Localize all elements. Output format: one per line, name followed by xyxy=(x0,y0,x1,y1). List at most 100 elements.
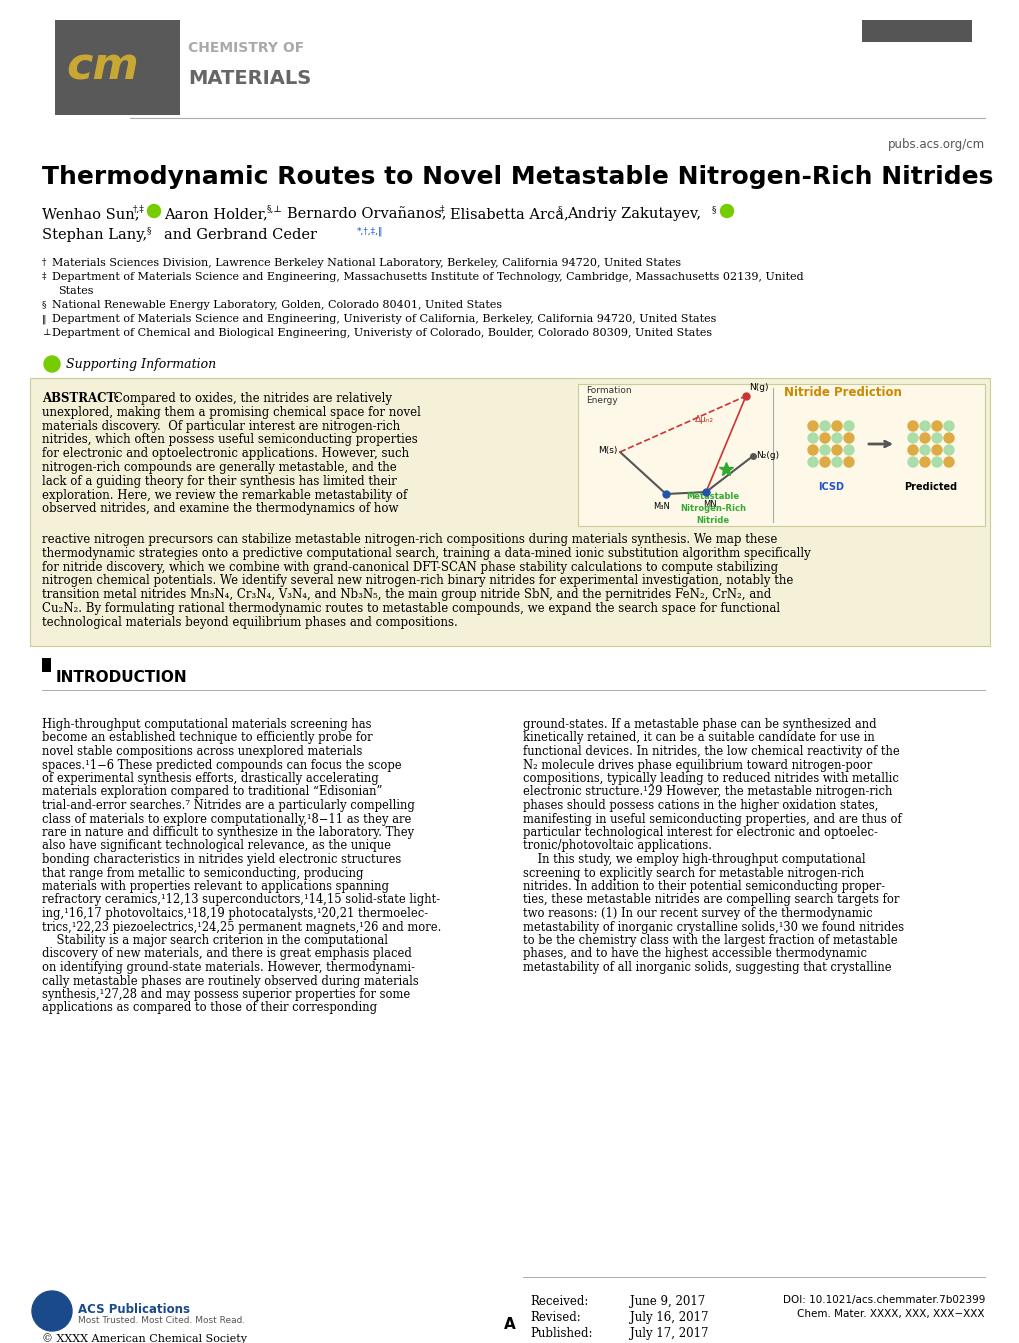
Circle shape xyxy=(807,445,817,455)
Circle shape xyxy=(832,445,841,455)
Circle shape xyxy=(843,420,853,431)
Text: also have significant technological relevance, as the unique: also have significant technological rele… xyxy=(42,839,390,853)
Circle shape xyxy=(843,445,853,455)
Text: synthesis,¹27,28 and may possess superior properties for some: synthesis,¹27,28 and may possess superio… xyxy=(42,988,410,1001)
Text: Thermodynamic Routes to Novel Metastable Nitrogen-Rich Nitrides: Thermodynamic Routes to Novel Metastable… xyxy=(42,165,993,189)
Text: pubs.acs.org/cm: pubs.acs.org/cm xyxy=(887,138,984,150)
Text: ‡: ‡ xyxy=(42,273,47,281)
Circle shape xyxy=(943,445,953,455)
Text: metastability of all inorganic solids, suggesting that crystalline: metastability of all inorganic solids, s… xyxy=(523,962,891,974)
Circle shape xyxy=(907,432,917,443)
Text: of experimental synthesis efforts, drastically accelerating: of experimental synthesis efforts, drast… xyxy=(42,772,378,786)
Text: nitrides, which often possess useful semiconducting properties: nitrides, which often possess useful sem… xyxy=(42,434,418,446)
Text: Δμₙ₂: Δμₙ₂ xyxy=(694,415,713,423)
Text: Materials Sciences Division, Lawrence Berkeley National Laboratory, Berkeley, Ca: Materials Sciences Division, Lawrence Be… xyxy=(52,258,681,269)
Bar xyxy=(578,384,984,526)
Text: July 17, 2017: July 17, 2017 xyxy=(630,1327,708,1340)
Text: thermodynamic strategies onto a predictive computational search, training a data: thermodynamic strategies onto a predicti… xyxy=(42,547,810,560)
Text: materials exploration compared to traditional “Edisonian”: materials exploration compared to tradit… xyxy=(42,786,382,799)
Circle shape xyxy=(907,420,917,431)
Text: iD: iD xyxy=(723,208,730,214)
Text: Most Trusted. Most Cited. Most Read.: Most Trusted. Most Cited. Most Read. xyxy=(77,1316,245,1326)
Text: Stability is a major search criterion in the computational: Stability is a major search criterion in… xyxy=(42,933,387,947)
Text: ⊥: ⊥ xyxy=(42,328,51,337)
Text: transition metal nitrides Mn₃N₄, Cr₃N₄, V₃N₄, and Nb₃N₅, the main group nitride : transition metal nitrides Mn₃N₄, Cr₃N₄, … xyxy=(42,588,770,602)
Text: N₂(g): N₂(g) xyxy=(755,451,779,461)
Text: Published:: Published: xyxy=(530,1327,592,1340)
Circle shape xyxy=(919,445,929,455)
Text: Stephan Lany,: Stephan Lany, xyxy=(42,228,147,242)
Text: S: S xyxy=(48,359,56,369)
Circle shape xyxy=(44,356,60,372)
Text: Bernardo Orvañanos,: Bernardo Orvañanos, xyxy=(286,207,446,222)
Text: become an established technique to efficiently probe for: become an established technique to effic… xyxy=(42,732,372,744)
Text: ground-states. If a metastable phase can be synthesized and: ground-states. If a metastable phase can… xyxy=(523,719,875,731)
Text: §: § xyxy=(147,226,152,235)
Text: §: § xyxy=(42,299,47,309)
Circle shape xyxy=(931,457,942,467)
Text: Elisabetta Arca,: Elisabetta Arca, xyxy=(449,207,569,222)
Text: applications as compared to those of their corresponding: applications as compared to those of the… xyxy=(42,1002,377,1014)
Text: on identifying ground-state materials. However, thermodynami-: on identifying ground-state materials. H… xyxy=(42,962,415,974)
Circle shape xyxy=(943,420,953,431)
Text: tronic/photovoltaic applications.: tronic/photovoltaic applications. xyxy=(523,839,711,853)
Text: §: § xyxy=(711,205,715,214)
Circle shape xyxy=(919,457,929,467)
Text: phases, and to have the highest accessible thermodynamic: phases, and to have the highest accessib… xyxy=(523,948,866,960)
Text: ‡: ‡ xyxy=(439,205,444,214)
Circle shape xyxy=(907,457,917,467)
Text: technological materials beyond equilibrium phases and compositions.: technological materials beyond equilibri… xyxy=(42,616,458,629)
Text: Chem. Mater. XXXX, XXX, XXX−XXX: Chem. Mater. XXXX, XXX, XXX−XXX xyxy=(797,1309,984,1319)
Text: Andriy Zakutayev,: Andriy Zakutayev, xyxy=(567,207,700,222)
Text: ACS: ACS xyxy=(40,1305,64,1316)
Text: nitrogen-rich compounds are generally metastable, and the: nitrogen-rich compounds are generally me… xyxy=(42,461,396,474)
Text: and Gerbrand Ceder: and Gerbrand Ceder xyxy=(164,228,317,242)
Text: †: † xyxy=(42,258,46,267)
Circle shape xyxy=(32,1291,72,1331)
Circle shape xyxy=(807,420,817,431)
Bar xyxy=(861,20,971,42)
Circle shape xyxy=(931,432,942,443)
Text: Department of Materials Science and Engineering, Univeristy of California, Berke: Department of Materials Science and Engi… xyxy=(52,314,715,324)
Text: ties, these metastable nitrides are compelling search targets for: ties, these metastable nitrides are comp… xyxy=(523,893,899,907)
Text: unexplored, making them a promising chemical space for novel: unexplored, making them a promising chem… xyxy=(42,406,421,419)
Circle shape xyxy=(843,457,853,467)
Text: A: A xyxy=(503,1317,516,1332)
Text: observed nitrides, and examine the thermodynamics of how: observed nitrides, and examine the therm… xyxy=(42,502,398,516)
Text: MATERIALS: MATERIALS xyxy=(187,68,311,87)
Text: National Renewable Energy Laboratory, Golden, Colorado 80401, United States: National Renewable Energy Laboratory, Go… xyxy=(52,299,501,310)
Text: functional devices. In nitrides, the low chemical reactivity of the: functional devices. In nitrides, the low… xyxy=(523,745,899,757)
Text: class of materials to explore computationally,¹8−11 as they are: class of materials to explore computatio… xyxy=(42,813,411,826)
Text: bonding characteristics in nitrides yield electronic structures: bonding characteristics in nitrides yiel… xyxy=(42,853,400,866)
Text: novel stable compositions across unexplored materials: novel stable compositions across unexplo… xyxy=(42,745,362,757)
Text: Compared to oxides, the nitrides are relatively: Compared to oxides, the nitrides are rel… xyxy=(110,392,391,406)
Text: for nitride discovery, which we combine with grand-canonical DFT-SCAN phase stab: for nitride discovery, which we combine … xyxy=(42,560,777,573)
Text: States: States xyxy=(58,286,94,295)
Text: Wenhao Sun,: Wenhao Sun, xyxy=(42,207,140,222)
Text: §,⊥: §,⊥ xyxy=(267,205,282,214)
Bar xyxy=(55,20,179,115)
Circle shape xyxy=(919,432,929,443)
Text: CHEMISTRY OF: CHEMISTRY OF xyxy=(187,42,304,55)
Text: M₃N: M₃N xyxy=(653,502,669,510)
Circle shape xyxy=(931,420,942,431)
Text: particular technological interest for electronic and optoelec-: particular technological interest for el… xyxy=(523,826,877,839)
Text: N₂ molecule drives phase equilibrium toward nitrogen-poor: N₂ molecule drives phase equilibrium tow… xyxy=(523,759,871,771)
Circle shape xyxy=(931,445,942,455)
Text: July 16, 2017: July 16, 2017 xyxy=(630,1311,708,1324)
Text: exploration. Here, we review the remarkable metastability of: exploration. Here, we review the remarka… xyxy=(42,489,407,501)
Text: Supporting Information: Supporting Information xyxy=(66,359,216,371)
Text: ACS Publications: ACS Publications xyxy=(77,1303,190,1316)
Text: Revised:: Revised: xyxy=(530,1311,580,1324)
Text: iD: iD xyxy=(151,208,157,214)
Text: Department of Materials Science and Engineering, Massachusetts Institute of Tech: Department of Materials Science and Engi… xyxy=(52,273,803,282)
Text: cally metastable phases are routinely observed during materials: cally metastable phases are routinely ob… xyxy=(42,975,419,987)
Text: DOI: 10.1021/acs.chemmater.7b02399: DOI: 10.1021/acs.chemmater.7b02399 xyxy=(782,1295,984,1305)
Text: for electronic and optoelectronic applications. However, such: for electronic and optoelectronic applic… xyxy=(42,447,409,461)
Text: ABSTRACT:: ABSTRACT: xyxy=(42,392,119,406)
Text: phases should possess cations in the higher oxidation states,: phases should possess cations in the hig… xyxy=(523,799,877,813)
Text: cm: cm xyxy=(66,46,139,89)
Circle shape xyxy=(832,457,841,467)
Circle shape xyxy=(719,204,733,218)
Text: metastability of inorganic crystalline solids,¹30 we found nitrides: metastability of inorganic crystalline s… xyxy=(523,920,903,933)
